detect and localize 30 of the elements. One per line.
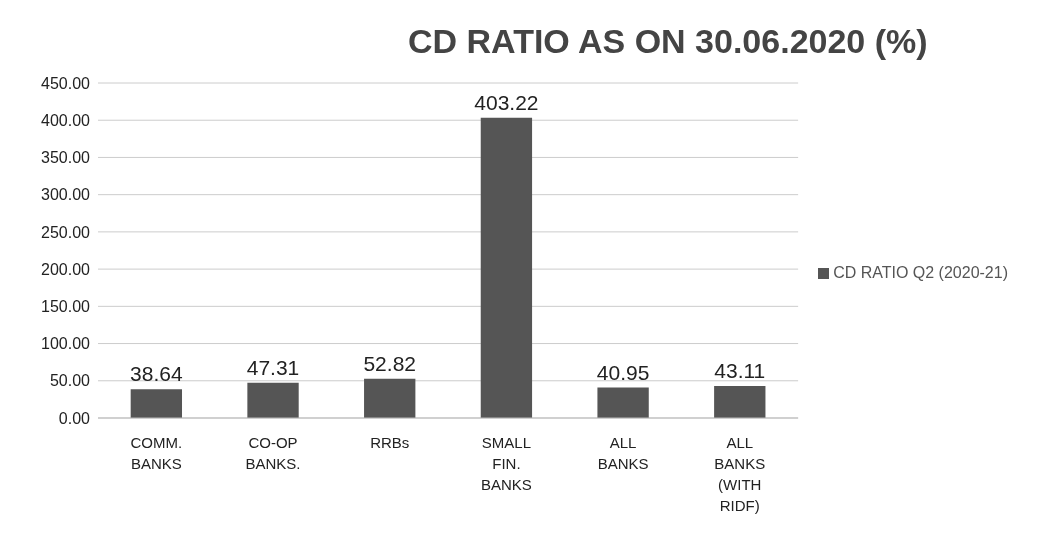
bar [597, 387, 649, 418]
x-tick-label: SMALL FIN. BANKS [480, 434, 532, 493]
legend-label: CD RATIO Q2 (2020-21) [833, 264, 1008, 281]
y-tick-label: 150.00 [41, 298, 91, 316]
bar [480, 117, 533, 418]
y-tick-label: 450.00 [41, 74, 91, 92]
bar [130, 389, 183, 418]
y-tick-label: 250.00 [41, 223, 91, 241]
data-label: 52.82 [363, 351, 416, 375]
y-tick-label: 50.00 [49, 372, 91, 390]
y-tick-label: 300.00 [41, 186, 91, 204]
data-label: 43.11 [714, 358, 766, 382]
chart-title: CD RATIO AS ON 30.06.2020 (%) [408, 22, 928, 61]
y-tick-label: 400.00 [41, 111, 91, 129]
data-label: 403.22 [474, 90, 539, 114]
bar [364, 378, 416, 418]
x-tick-label: COMM. BANKS [130, 434, 183, 472]
y-tick-label: 200.00 [41, 260, 91, 278]
y-tick-label: 0.00 [58, 409, 91, 427]
y-tick-label: 100.00 [41, 335, 91, 353]
x-tick-label: ALL BANKS [597, 434, 649, 472]
x-tick-label: RRBs [370, 434, 410, 451]
data-label: 47.31 [246, 355, 300, 379]
y-tick-label: 350.00 [41, 149, 91, 167]
data-label: 40.95 [596, 360, 650, 384]
x-tick-label: CO-OP BANKS. [245, 434, 301, 472]
x-tick-label: ALL BANKS (WITH RIDF) [714, 434, 766, 514]
bar [247, 382, 299, 418]
bar [714, 385, 766, 418]
data-label: 38.64 [130, 362, 183, 386]
